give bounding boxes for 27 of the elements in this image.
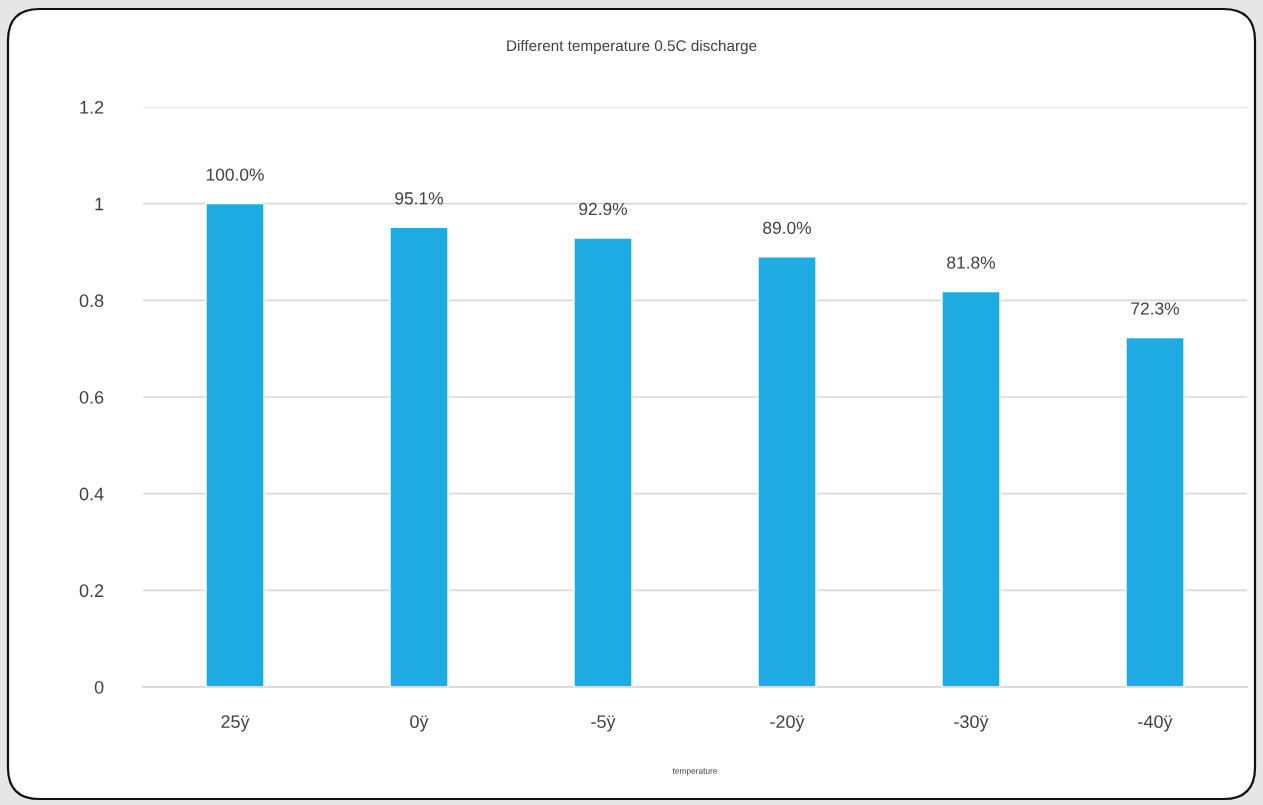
- y-tick-label: 0.2: [79, 584, 104, 598]
- y-tick-label: 0.6: [79, 390, 104, 404]
- y-tick-label: 1: [95, 197, 104, 211]
- y-tick-label: 0: [94, 680, 104, 694]
- data-label: 92.9%: [579, 202, 627, 216]
- x-tick-label: -5ÿ: [591, 715, 616, 732]
- data-label: 100.0%: [206, 168, 264, 181]
- y-tick-label: 0.8: [79, 294, 104, 308]
- x-tick-label: 0ÿ: [410, 715, 429, 732]
- x-axis-title: temperature: [672, 768, 718, 776]
- y-tick-label: 0.4: [79, 487, 104, 501]
- bar: [573, 237, 633, 687]
- x-tick-label: 25ÿ: [221, 715, 250, 732]
- x-tick-label: -40ÿ: [1138, 715, 1173, 732]
- x-tick-label: -20ÿ: [770, 715, 805, 732]
- bar: [757, 256, 817, 687]
- x-tick-label: -30ÿ: [954, 715, 989, 732]
- y-tick-label: 1.2: [80, 100, 104, 114]
- data-label: 89.0%: [763, 221, 811, 234]
- bar: [389, 226, 449, 687]
- bar: [941, 290, 1001, 687]
- data-label: 81.8%: [947, 256, 995, 269]
- bar: [1125, 336, 1185, 687]
- chart-title: Different temperature 0.5C discharge: [507, 39, 757, 55]
- data-label: 72.3%: [1131, 302, 1179, 315]
- bar: [205, 202, 265, 687]
- data-label: 95.1%: [395, 192, 443, 205]
